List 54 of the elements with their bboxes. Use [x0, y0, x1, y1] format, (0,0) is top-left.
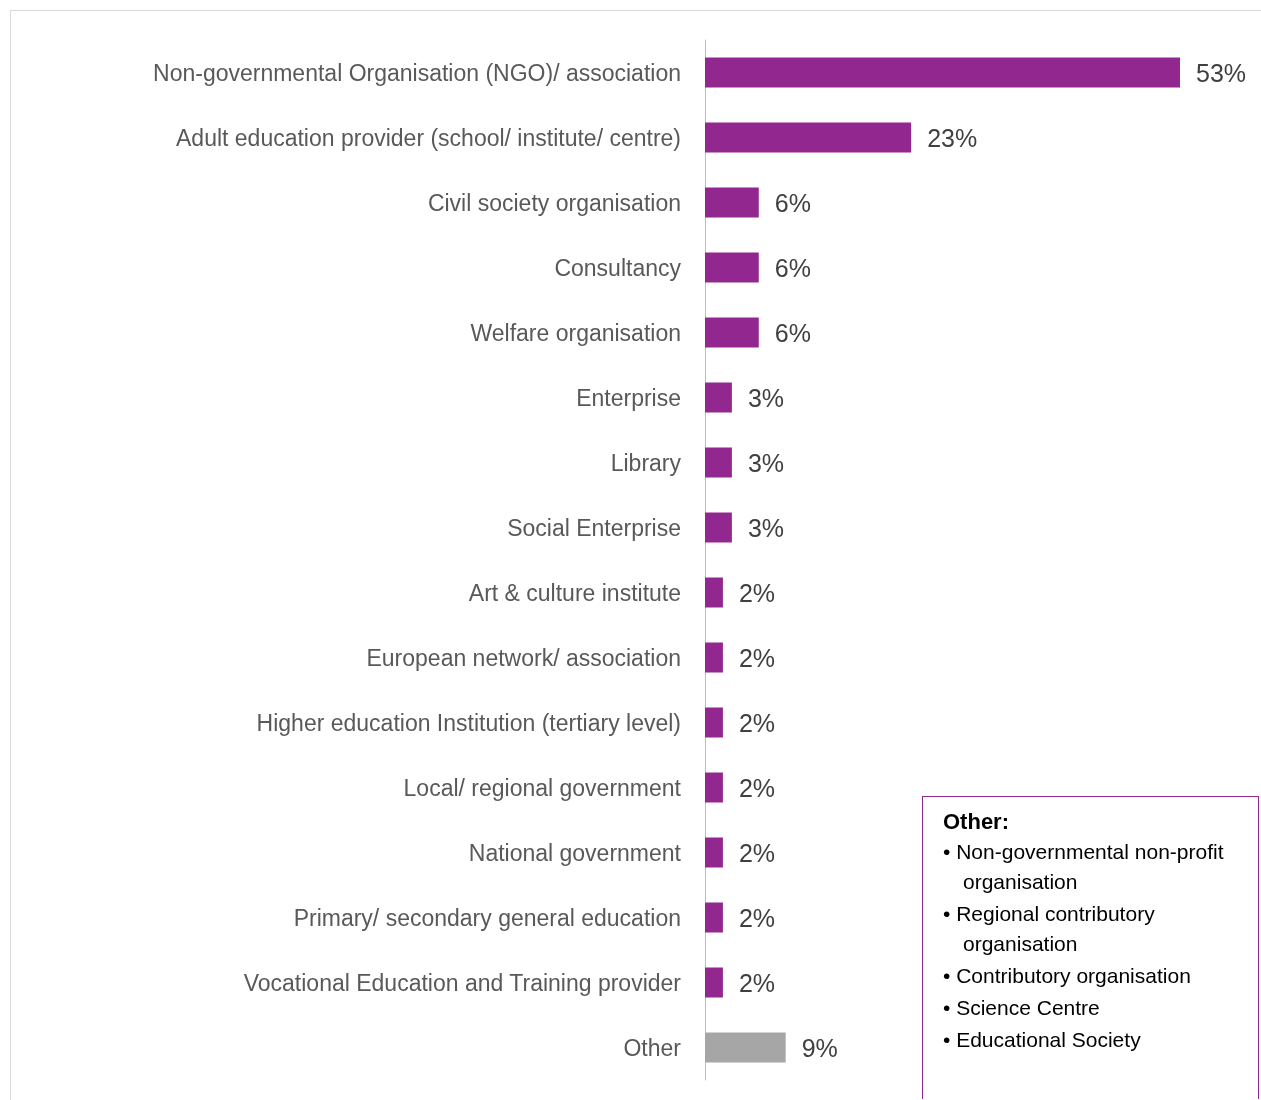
y-tick-label: Non-governmental Organisation (NGO)/ association	[153, 59, 681, 86]
annotation: • Regional contributory organisation	[943, 901, 1156, 957]
bar	[705, 447, 732, 478]
bar	[705, 577, 723, 608]
bar	[705, 772, 723, 803]
annotation: • Science Centre	[943, 995, 1101, 1021]
data-label: 3%	[747, 383, 785, 412]
data-label: 6%	[774, 253, 811, 282]
data-label: 6%	[774, 188, 811, 217]
data-label: 3%	[747, 448, 785, 477]
bar	[705, 512, 732, 543]
bar	[705, 317, 759, 348]
bar	[705, 382, 732, 413]
data-label: 2%	[738, 773, 776, 802]
data-label: 2%	[738, 578, 776, 607]
y-tick-label: Art & culture institute	[468, 579, 681, 606]
y-tick-label: Adult education provider (school/ institute/ centre)	[176, 124, 681, 151]
data-label: 2%	[738, 838, 776, 867]
y-tick-label: Welfare organisation	[470, 319, 681, 346]
y-tick-label: Local/ regional government	[403, 774, 682, 801]
bar	[705, 1032, 786, 1063]
y-tick-label: Enterprise	[576, 384, 681, 411]
bar	[705, 707, 723, 738]
annotation: Other:	[943, 809, 1010, 835]
y-tick-label: Higher education Institution (tertiary level)	[256, 709, 681, 736]
annotation: • Educational Society	[943, 1027, 1142, 1053]
y-tick-label: Civil society organisation	[427, 189, 681, 216]
data-label: 2%	[738, 903, 776, 932]
y-tick-label: National government	[468, 839, 682, 866]
data-label: 6%	[774, 318, 811, 347]
data-label: 2%	[738, 643, 776, 672]
y-tick-label: Other	[623, 1034, 682, 1061]
data-label: 3%	[747, 513, 785, 542]
y-tick-label: Consultancy	[554, 254, 682, 281]
bar	[705, 252, 759, 283]
data-label: 2%	[738, 708, 776, 737]
y-tick-label: European network/ association	[366, 644, 681, 671]
bar	[705, 122, 912, 153]
data-label: 9%	[801, 1033, 838, 1062]
data-label: 2%	[738, 968, 776, 997]
y-tick-label: Social Enterprise	[507, 514, 681, 541]
bar	[705, 967, 723, 998]
annotation: • Contributory organisation	[943, 963, 1192, 989]
bar	[705, 187, 759, 218]
y-tick-label: Library	[610, 449, 682, 476]
data-label: 23%	[927, 123, 978, 152]
bar	[705, 902, 723, 933]
y-tick-label: Vocational Education and Training provider	[243, 969, 682, 996]
annotation: • Non-governmental non-profit organisation	[943, 839, 1225, 895]
bar	[705, 57, 1180, 88]
bar	[705, 642, 723, 673]
data-label: 53%	[1196, 58, 1247, 87]
y-tick-label: Primary/ secondary general education	[293, 904, 681, 931]
bar	[705, 837, 723, 868]
